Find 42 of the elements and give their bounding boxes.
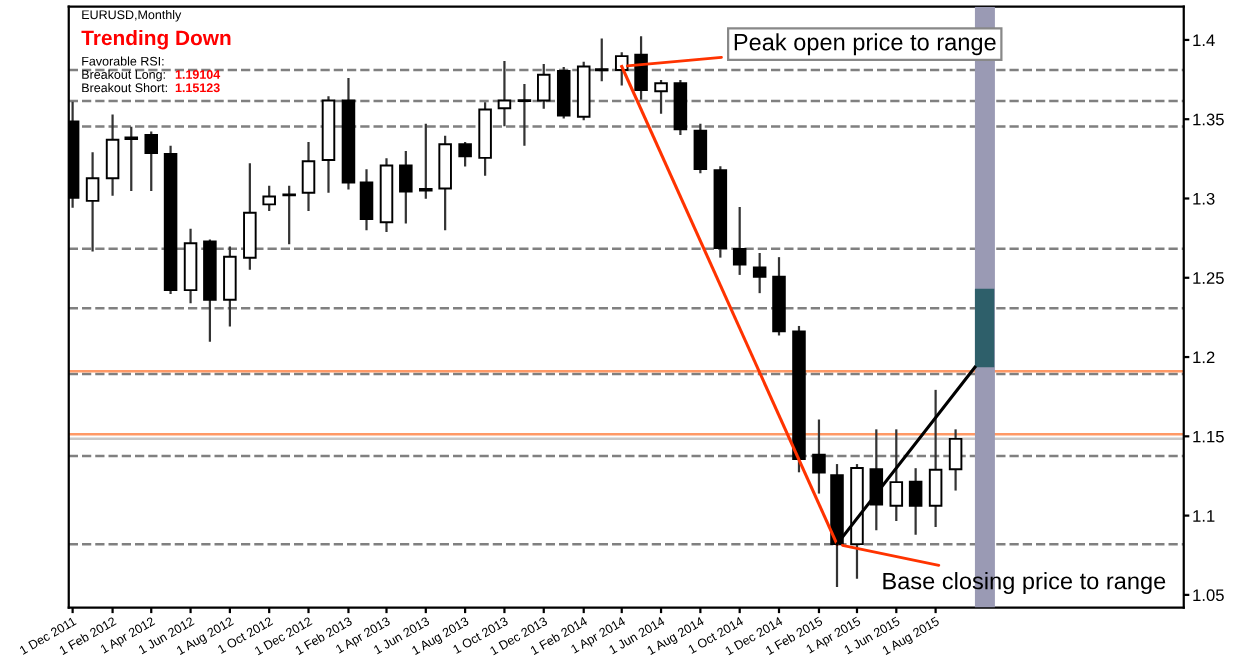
candlestick — [458, 141, 472, 167]
candlestick — [654, 79, 668, 114]
y-tick-label: 1.15 — [1193, 430, 1224, 443]
candlestick — [301, 141, 316, 212]
candlestick — [634, 36, 648, 100]
candlestick — [732, 206, 747, 275]
candlestick — [928, 389, 943, 528]
candlestick — [438, 135, 452, 231]
candlestick — [673, 80, 688, 135]
candlestick — [908, 468, 923, 535]
candlestick — [556, 67, 571, 119]
candlestick — [752, 253, 767, 294]
annotation: Trending Down — [81, 29, 231, 50]
candlestick — [419, 123, 433, 199]
y-tick-label: 1.1 — [1193, 510, 1215, 522]
candlestick — [85, 152, 100, 252]
candlestick — [144, 131, 159, 191]
candlestick — [889, 429, 904, 521]
y-tick-label: 1.4 — [1193, 34, 1215, 46]
candlestick — [223, 246, 237, 327]
candlestick — [497, 61, 512, 127]
y-tick-label: 1.3 — [1193, 192, 1215, 205]
annotation: Base closing price to range — [883, 572, 1166, 595]
y-tick-label: 1.35 — [1193, 113, 1224, 126]
candlestick — [399, 150, 413, 224]
y-tick-label: 1.2 — [1193, 351, 1215, 364]
candlestick — [812, 419, 826, 494]
candlestick — [948, 429, 963, 491]
candlestick — [693, 123, 708, 174]
y-tick-label: 1.25 — [1193, 272, 1224, 284]
candlestick — [262, 185, 276, 212]
y-tick-label: 1.05 — [1193, 589, 1224, 602]
candlestick — [124, 126, 139, 191]
candlestick — [594, 38, 609, 82]
candlestick — [243, 163, 257, 270]
annotation: Peak open price to range — [734, 33, 996, 56]
candlestick — [359, 169, 374, 231]
candlestick — [614, 52, 629, 86]
candlestick — [517, 84, 532, 146]
candlestick — [183, 228, 198, 304]
candlestick — [105, 114, 120, 196]
candlestick — [536, 63, 551, 109]
